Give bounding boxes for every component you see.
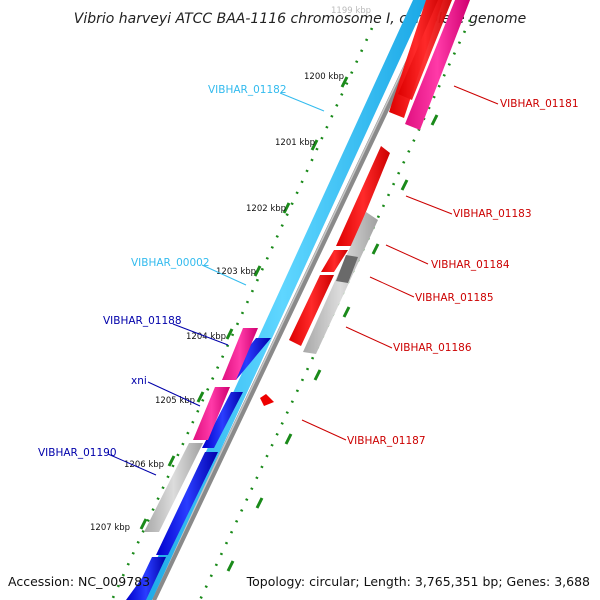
- major-ticks-outer: [139, 76, 349, 530]
- gene-vibhar-01190-cds[interactable]: [156, 452, 218, 555]
- tick-label: 1206 kbp: [124, 460, 164, 470]
- label-vibhar-00002[interactable]: VIBHAR_00002: [131, 257, 210, 269]
- gene-vibhar-01183-cds[interactable]: [336, 146, 390, 246]
- gene-vibhar-01186[interactable]: [303, 212, 378, 354]
- gene-vibhar-01181-red[interactable]: [398, 0, 452, 100]
- tick-label: 1202 kbp: [246, 204, 286, 214]
- leader-lines: [107, 85, 499, 476]
- reverse-gene-track: [138, 0, 427, 600]
- gene-labels: VIBHAR_01181 VIBHAR_01182 VIBHAR_01183 V…: [38, 84, 579, 459]
- gene-vibhar-01188[interactable]: [222, 328, 258, 380]
- tick-label: 1203 kbp: [216, 267, 256, 277]
- gene-vibhar-01184-cds[interactable]: [321, 250, 348, 272]
- gene-vibhar-01181[interactable]: [405, 0, 470, 130]
- label-xni[interactable]: xni: [131, 375, 147, 387]
- genome-summary-text: Topology: circular; Length: 3,765,351 bp…: [246, 574, 590, 589]
- label-vibhar-01181[interactable]: VIBHAR_01181: [500, 98, 579, 110]
- label-vibhar-01190[interactable]: VIBHAR_01190: [38, 447, 117, 459]
- label-vibhar-01185[interactable]: VIBHAR_01185: [415, 292, 494, 304]
- gene-vibhar-01190[interactable]: [144, 443, 203, 532]
- footer: Accession: NC_009783 Topology: circular;…: [8, 574, 590, 589]
- label-vibhar-01187[interactable]: VIBHAR_01187: [347, 435, 426, 447]
- gene-vibhar-01185-cds[interactable]: [289, 275, 334, 346]
- gene-xni-cds[interactable]: [202, 392, 243, 448]
- tick-label: 1199 kbp: [331, 6, 371, 16]
- label-vibhar-01183[interactable]: VIBHAR_01183: [453, 208, 532, 220]
- gene-vibhar-01185-mark[interactable]: [336, 255, 358, 283]
- label-vibhar-01188[interactable]: VIBHAR_01188: [103, 315, 182, 327]
- major-ticks-inner: [226, 114, 439, 572]
- reverse-cds-track: [126, 338, 271, 600]
- chromosome-backbone: [150, 0, 441, 600]
- tick-label: 1205 kbp: [155, 396, 195, 406]
- gene-xni[interactable]: [193, 387, 230, 440]
- label-vibhar-01186[interactable]: VIBHAR_01186: [393, 342, 472, 354]
- accession-text: Accession: NC_009783: [8, 574, 150, 589]
- forward-gene-track: [303, 0, 470, 354]
- gene-next-cds[interactable]: [126, 557, 166, 600]
- tick-label: 1200 kbp: [304, 72, 344, 82]
- reverse-pink-track: [144, 328, 258, 532]
- tick-label: 1201 kbp: [275, 138, 315, 148]
- gene-vibhar-01187-cds[interactable]: [260, 394, 274, 406]
- label-vibhar-01182[interactable]: VIBHAR_01182: [208, 84, 287, 96]
- tick-label: 1207 kbp: [90, 523, 130, 533]
- label-vibhar-01184[interactable]: VIBHAR_01184: [431, 259, 510, 271]
